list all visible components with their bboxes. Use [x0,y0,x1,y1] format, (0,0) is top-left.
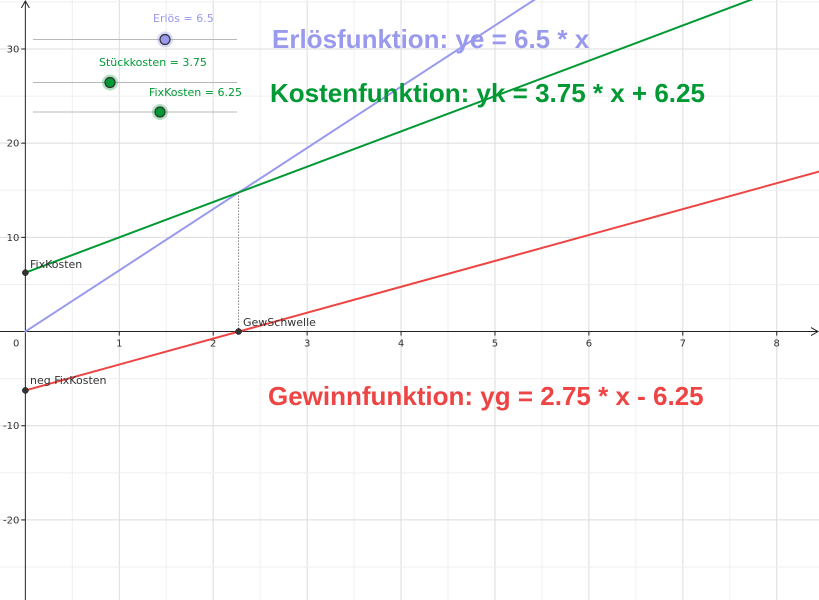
y-tick-label: 30 [7,44,20,55]
y-tick-label: 20 [7,139,20,150]
gewinnfunktion-text: Gewinnfunktion: yg = 2.75 * x - 6.25 [268,381,704,411]
point-label-fixkosten: FixKosten [30,258,82,271]
function-graphs [24,0,819,392]
slider-stueckkosten[interactable]: Stückkosten = 3.75 [33,56,237,91]
x-tick-label: 2 [210,339,216,350]
gewinn-line [24,170,819,392]
slider-erloes[interactable]: Erlös = 6.5 [33,12,237,48]
y-tick-label: 10 [7,233,20,244]
x-tick-label: 6 [586,339,592,350]
slider-stueckkosten-label: Stückkosten = 3.75 [99,56,207,69]
erloes-line [24,0,536,333]
slider-erloes-handle[interactable] [159,33,171,46]
slider-fixkosten-label: FixKosten = 6.25 [149,86,242,99]
y-tick-label: -10 [3,421,19,432]
point-neg-fixkosten[interactable] [22,387,29,394]
point-gewschwelle[interactable] [235,328,242,335]
point-label-neg-fixkosten: neg FixKosten [30,374,107,387]
kostenfunktion-text: Kostenfunktion: yk = 3.75 * x + 6.25 [270,78,705,108]
slider-fixkosten-handle[interactable] [154,106,166,118]
kosten-line [24,0,754,274]
x-tick-label: 3 [304,339,310,350]
x-tick-label: 5 [492,339,498,350]
point-fixkosten[interactable] [22,269,29,276]
erloesfunktion-text: Erlösfunktion: ye = 6.5 * x [272,24,590,54]
slider-erloes-label: Erlös = 6.5 [153,12,214,25]
y-axis-arrow [20,0,30,9]
x-tick-label: 1 [116,339,122,350]
x-tick-label: 7 [680,339,686,350]
tick-labels: 1 2 3 4 5 6 7 8 30 20 10 -10 -20 0 [3,44,780,526]
x-tick-label: 8 [774,339,780,350]
point-label-gewschwelle: GewSchwelle [243,316,316,329]
x-tick-label: 4 [398,339,404,350]
y-tick-label: -20 [3,515,19,526]
slider-stueckkosten-handle[interactable] [104,76,116,89]
x-axis-arrow [810,327,819,336]
slider-fixkosten[interactable]: FixKosten = 6.25 [33,86,242,120]
origin-label: 0 [13,339,19,350]
point-markers [22,192,242,394]
